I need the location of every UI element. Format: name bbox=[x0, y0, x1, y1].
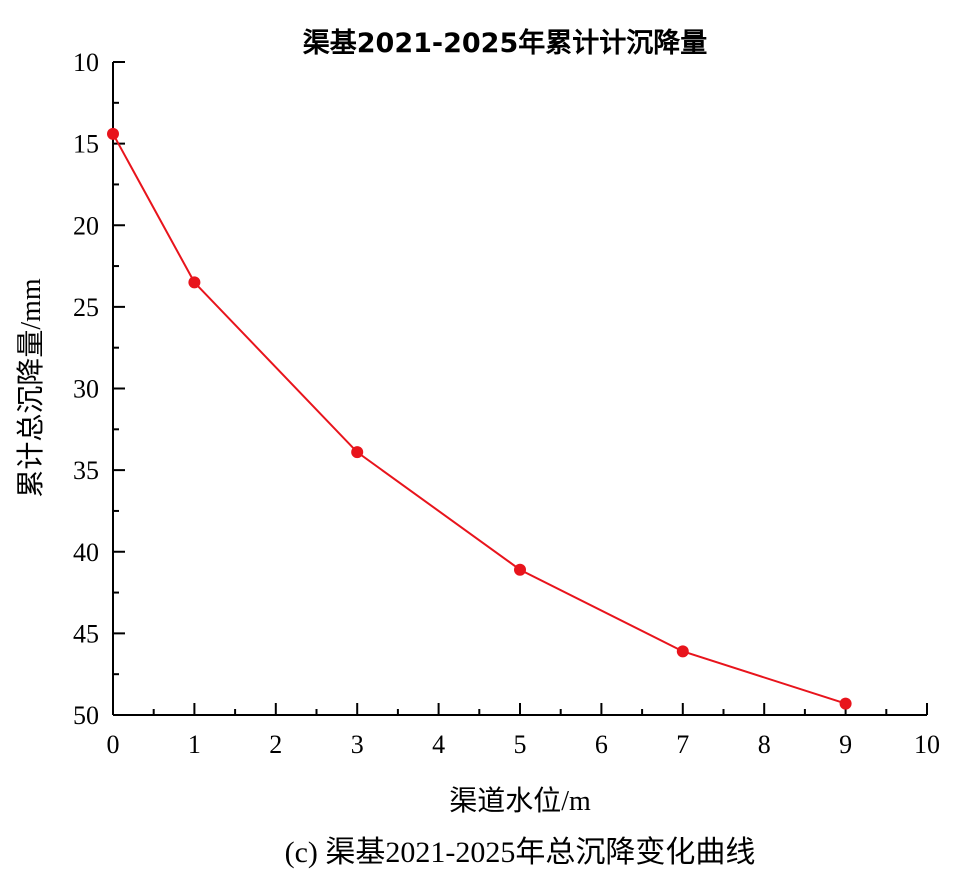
y-tick-label: 15 bbox=[73, 130, 99, 159]
x-axis-ticks: 0 1 2 3 4 5 6 7 8 9 10 bbox=[107, 703, 940, 759]
y-axis-label: 累计总沉降量/mm bbox=[15, 278, 47, 498]
chart-title: 渠基2021-2025年累计计沉降量 bbox=[303, 27, 708, 59]
series-line bbox=[112, 133, 846, 705]
data-point bbox=[676, 645, 689, 658]
x-tick-label: 9 bbox=[839, 730, 852, 759]
data-point bbox=[351, 446, 364, 459]
figure-caption: (c) 渠基2021-2025年总沉降变化曲线 bbox=[285, 836, 756, 869]
x-tick-label: 1 bbox=[188, 730, 201, 759]
x-tick-label: 3 bbox=[351, 730, 364, 759]
x-tick-label: 8 bbox=[758, 730, 771, 759]
x-tick-label: 7 bbox=[676, 730, 689, 759]
x-tick-label: 5 bbox=[514, 730, 527, 759]
x-tick-label: 2 bbox=[269, 730, 282, 759]
y-tick-label: 10 bbox=[73, 48, 99, 77]
y-axis-ticks: 10 15 20 25 30 35 40 45 50 bbox=[73, 48, 125, 730]
x-tick-label: 6 bbox=[595, 730, 608, 759]
y-tick-label: 20 bbox=[73, 211, 99, 240]
y-tick-label: 30 bbox=[73, 375, 99, 404]
y-tick-label: 45 bbox=[73, 619, 99, 648]
x-tick-label: 0 bbox=[107, 730, 120, 759]
data-point bbox=[188, 276, 201, 289]
data-point bbox=[514, 563, 526, 576]
series-layer bbox=[107, 127, 852, 710]
x-axis-label: 渠道水位/m bbox=[449, 785, 591, 817]
x-tick-label: 4 bbox=[432, 730, 445, 759]
y-tick-label: 40 bbox=[73, 538, 99, 567]
data-point bbox=[839, 697, 852, 710]
y-tick-label: 50 bbox=[73, 701, 99, 730]
y-tick-label: 25 bbox=[73, 293, 99, 322]
x-tick-label: 10 bbox=[914, 730, 940, 759]
y-tick-label: 35 bbox=[73, 456, 99, 485]
axes bbox=[112, 62, 927, 716]
data-point bbox=[107, 127, 119, 140]
